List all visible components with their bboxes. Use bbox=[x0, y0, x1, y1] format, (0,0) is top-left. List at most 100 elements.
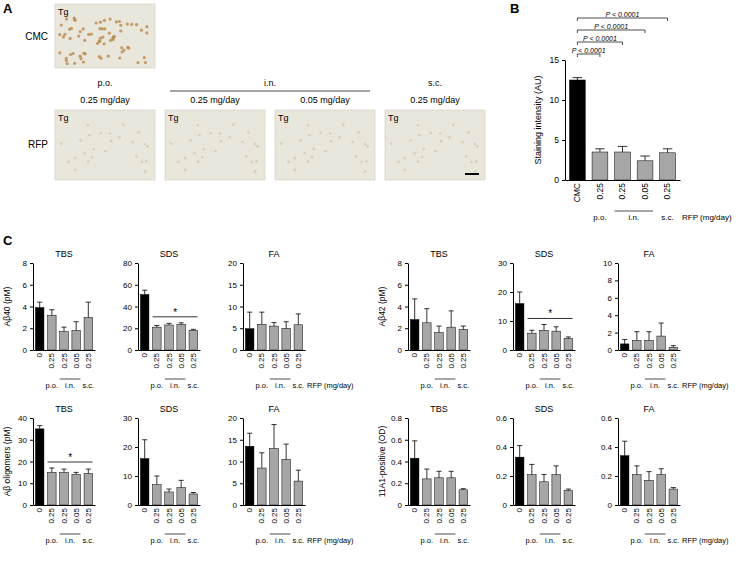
bar bbox=[410, 320, 419, 350]
micrograph-texture bbox=[198, 134, 201, 137]
tick: 0.4 bbox=[391, 458, 408, 467]
tick: 20 bbox=[18, 458, 33, 467]
error-bar bbox=[259, 453, 264, 468]
tick-label: 0.25 bbox=[459, 507, 468, 523]
tick-label: 6 bbox=[608, 294, 613, 303]
error-bar-cap bbox=[74, 472, 79, 473]
chart: 01020304000.250.250.050.25TBSAβ oligomer… bbox=[2, 404, 96, 545]
error-bar-cap bbox=[259, 312, 264, 313]
bar bbox=[447, 478, 456, 505]
group-label: i.n. bbox=[440, 536, 450, 545]
error-bar-stem bbox=[261, 312, 262, 324]
micrograph-texture bbox=[69, 53, 72, 56]
bar bbox=[459, 490, 468, 505]
tick: 0 bbox=[140, 352, 149, 357]
error-bar bbox=[412, 441, 417, 458]
tick-label: 0.25 bbox=[662, 183, 672, 200]
tick: 20 bbox=[498, 288, 513, 297]
group-line bbox=[165, 379, 186, 380]
tick-mark bbox=[405, 285, 408, 286]
tick-label: 0 bbox=[23, 346, 28, 355]
error-bar bbox=[424, 309, 429, 323]
micrograph-texture bbox=[452, 124, 455, 127]
chart-title: SDS bbox=[160, 249, 179, 259]
micrograph-tag: Tg bbox=[168, 113, 179, 123]
tick-label: 2 bbox=[608, 329, 613, 338]
tick-label: 30 bbox=[123, 414, 132, 423]
tick-label: 0.25 bbox=[617, 183, 627, 200]
micrograph-texture bbox=[330, 140, 333, 143]
tick: 0.25 bbox=[564, 352, 573, 368]
axis-title: Staining intensity (AU) bbox=[533, 75, 543, 164]
tick-label: 40 bbox=[123, 303, 132, 312]
tick-label: 0.25 bbox=[632, 507, 641, 523]
error-bar-cap bbox=[622, 441, 627, 442]
group-line bbox=[165, 534, 186, 535]
group-label: s.c. bbox=[292, 536, 304, 545]
tick: 40 bbox=[123, 303, 138, 312]
micrograph-texture bbox=[126, 46, 129, 49]
p-value-bracket bbox=[577, 54, 600, 57]
micrograph-texture bbox=[422, 148, 425, 151]
micrograph-texture bbox=[201, 156, 204, 159]
tick-mark bbox=[135, 328, 138, 329]
figure: ABCTgCMCTg0.25 mg/dayTg0.25 mg/dayTg0.05… bbox=[0, 0, 739, 577]
p-value-label: P < 0.0001 bbox=[583, 35, 617, 42]
bar bbox=[564, 491, 573, 506]
significance-label: * bbox=[173, 307, 177, 318]
tick: 0 bbox=[245, 507, 254, 512]
error-bar-cap bbox=[154, 325, 159, 326]
micrograph-texture bbox=[307, 160, 310, 163]
bar bbox=[435, 333, 444, 350]
tick-mark bbox=[615, 333, 618, 334]
micrograph-texture bbox=[364, 170, 367, 173]
micrograph-texture bbox=[254, 170, 257, 173]
axis-line bbox=[34, 505, 96, 506]
tick-label: 0.05 bbox=[72, 352, 81, 368]
micrograph-texture bbox=[439, 132, 442, 135]
group-label: p.o. bbox=[593, 213, 606, 222]
micrograph-texture bbox=[65, 59, 68, 62]
bar bbox=[35, 429, 44, 505]
micrograph: Tg bbox=[55, 110, 155, 180]
tick: 0.25 bbox=[540, 507, 549, 523]
error-bar-cap bbox=[259, 452, 264, 453]
tick: 15 bbox=[228, 436, 243, 445]
bar bbox=[459, 329, 468, 350]
plot-area bbox=[35, 426, 92, 505]
tick: 20 bbox=[123, 324, 138, 333]
error-bar bbox=[671, 346, 676, 348]
tick: 0.25 bbox=[189, 507, 198, 523]
error-bar-cap bbox=[663, 148, 672, 149]
tick-mark bbox=[240, 285, 243, 286]
tick-mark bbox=[510, 263, 513, 264]
tick: 0.25 bbox=[632, 352, 641, 368]
micrograph-texture bbox=[74, 157, 77, 160]
error-bar bbox=[622, 441, 627, 456]
error-bar-cap bbox=[142, 439, 147, 440]
group-label: i.n. bbox=[65, 381, 75, 390]
micrograph-texture bbox=[103, 42, 106, 45]
micrograph-texture bbox=[66, 62, 69, 65]
y-axis: 00.20.40.6 bbox=[601, 414, 619, 510]
dose-label: 0.25 mg/day bbox=[190, 95, 240, 105]
tick: 0.25 bbox=[189, 352, 198, 368]
micrograph-texture bbox=[365, 160, 368, 163]
group-label: s.c. bbox=[82, 381, 94, 390]
micrograph-texture bbox=[448, 136, 451, 139]
plot-area bbox=[410, 299, 467, 350]
tick-mark bbox=[615, 476, 618, 477]
error-bar bbox=[412, 299, 417, 320]
plot-area bbox=[245, 312, 302, 350]
chart-title: FA bbox=[268, 249, 279, 259]
error-bar bbox=[61, 327, 66, 331]
error-bar bbox=[663, 149, 672, 153]
error-bar-cap bbox=[659, 323, 664, 324]
tick: 80 bbox=[123, 259, 138, 268]
group-line bbox=[645, 534, 666, 535]
micrograph-texture bbox=[312, 148, 315, 151]
micrograph-texture bbox=[241, 141, 244, 144]
tick: 0.2 bbox=[391, 479, 408, 488]
error-bar-cap bbox=[659, 468, 664, 469]
error-bar-cap bbox=[541, 474, 546, 475]
